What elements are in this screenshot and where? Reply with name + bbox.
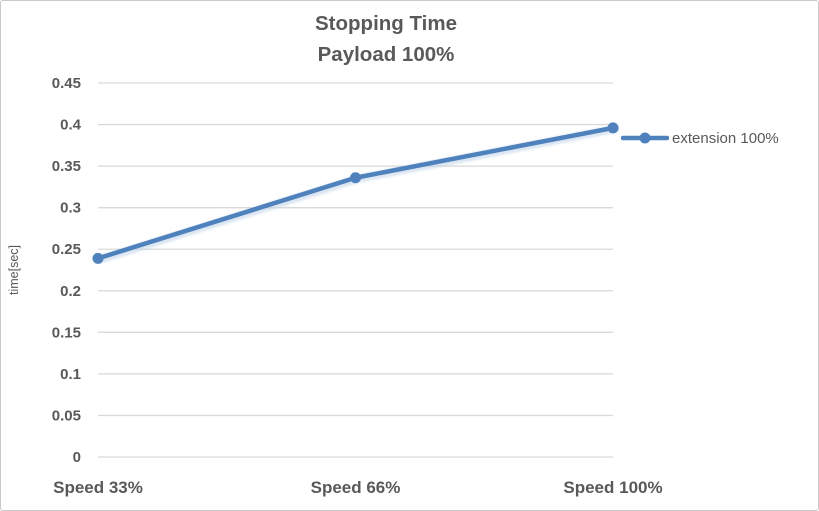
x-axis-category-label: Speed 66% (311, 478, 401, 497)
y-axis-tick-label: 0.3 (60, 200, 81, 217)
y-axis-tick-label: 0 (73, 449, 81, 466)
y-axis-tick-label: 0.2 (60, 283, 81, 300)
legend-line-marker-icon (621, 132, 669, 144)
y-axis-tick-label: 0.05 (52, 407, 81, 424)
y-axis-tick-label: 0.45 (52, 75, 81, 92)
y-axis-title: time[sec] (7, 245, 21, 295)
chart-title-line1: Stopping Time (315, 12, 457, 35)
x-axis-category-label: Speed 100% (563, 478, 662, 497)
legend-label: extension 100% (672, 129, 779, 147)
chart-title: Stopping Time Payload 100% (1, 8, 771, 70)
data-point-marker[interactable] (350, 172, 361, 184)
y-axis-tick-label: 0.25 (52, 241, 81, 258)
y-axis-tick-label: 0.15 (52, 324, 81, 341)
chart-title-line2: Payload 100% (317, 43, 455, 66)
data-point-marker[interactable] (607, 122, 619, 134)
series-line-glow (96, 124, 620, 264)
y-axis-tick-label: 0.4 (60, 117, 82, 134)
data-point-marker[interactable] (92, 252, 104, 264)
legend-item[interactable]: extension 100% (621, 125, 779, 151)
x-axis-category-label: Speed 33% (53, 478, 143, 497)
y-axis-tick-label: 0.1 (60, 366, 81, 383)
y-axis-tick-label: 0.35 (52, 158, 81, 175)
